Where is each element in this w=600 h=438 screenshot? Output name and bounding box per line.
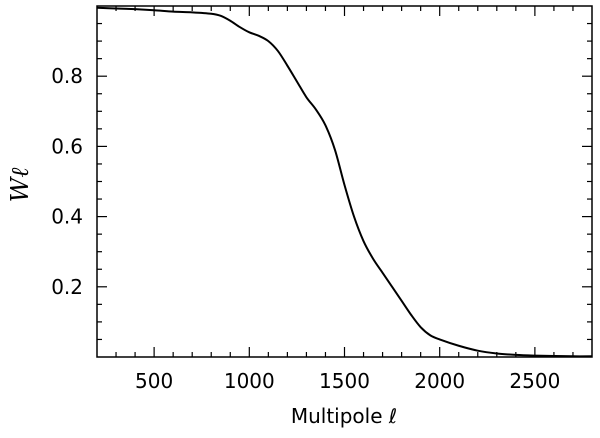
y-axis-title: Wℓ <box>6 168 34 203</box>
y-tick-label: 0.2 <box>51 275 83 299</box>
axis-ticks <box>97 6 592 357</box>
x-tick-label: 2000 <box>414 369 465 393</box>
x-tick-label: 1500 <box>319 369 370 393</box>
y-tick-label: 0.6 <box>51 134 83 158</box>
x-axis-title: Multipole ℓ <box>291 404 397 428</box>
y-tick-label: 0.8 <box>51 64 83 88</box>
axis-tick-labels: 500 1000 1500 2000 2500 0.2 0.4 0.6 0.8 <box>51 64 560 393</box>
y-tick-label: 0.4 <box>51 205 83 229</box>
x-tick-label: 1000 <box>224 369 275 393</box>
series-line <box>96 6 593 358</box>
x-tick-label: 500 <box>135 369 173 393</box>
x-tick-label: 2500 <box>509 369 560 393</box>
